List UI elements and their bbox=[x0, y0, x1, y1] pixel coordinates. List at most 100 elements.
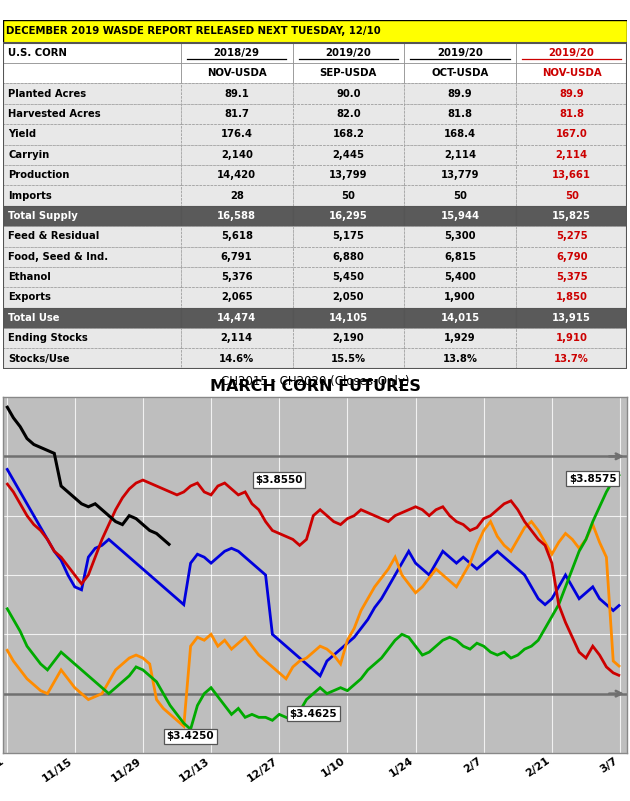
Text: Planted Acres: Planted Acres bbox=[8, 89, 86, 99]
Text: SEP-USDA: SEP-USDA bbox=[319, 68, 377, 78]
Bar bbox=[181, 288, 292, 308]
Bar bbox=[292, 42, 404, 63]
Text: 16,295: 16,295 bbox=[329, 211, 368, 221]
Text: Harvested Acres: Harvested Acres bbox=[8, 109, 101, 119]
Bar bbox=[404, 226, 516, 247]
Text: 5,618: 5,618 bbox=[220, 231, 253, 241]
Text: 5,275: 5,275 bbox=[556, 231, 587, 241]
Bar bbox=[181, 328, 292, 348]
Bar bbox=[404, 206, 516, 226]
Text: 1,850: 1,850 bbox=[556, 292, 588, 303]
Text: Total Use: Total Use bbox=[8, 313, 60, 323]
Text: 13.8%: 13.8% bbox=[442, 353, 478, 364]
Text: 2,114: 2,114 bbox=[556, 150, 588, 160]
Bar bbox=[292, 63, 404, 83]
Text: 2,065: 2,065 bbox=[221, 292, 253, 303]
Text: $3.4250: $3.4250 bbox=[167, 731, 214, 742]
Text: 2,114: 2,114 bbox=[444, 150, 476, 160]
Text: 14,015: 14,015 bbox=[440, 313, 479, 323]
Bar bbox=[3, 247, 181, 267]
Bar bbox=[292, 83, 404, 104]
Text: 1,929: 1,929 bbox=[444, 333, 476, 344]
Text: OCT-USDA: OCT-USDA bbox=[432, 68, 489, 78]
Text: NOV-USDA: NOV-USDA bbox=[542, 68, 602, 78]
Text: DECEMBER 2019 WASDE REPORT RELEASED NEXT TUESDAY, 12/10: DECEMBER 2019 WASDE REPORT RELEASED NEXT… bbox=[6, 26, 381, 36]
Bar bbox=[292, 308, 404, 328]
Text: 14.6%: 14.6% bbox=[219, 353, 255, 364]
Text: 81.8: 81.8 bbox=[447, 109, 472, 119]
Text: 13.7%: 13.7% bbox=[554, 353, 589, 364]
Text: Ending Stocks: Ending Stocks bbox=[8, 333, 88, 344]
Text: 2018/29: 2018/29 bbox=[214, 48, 260, 58]
Bar bbox=[404, 42, 516, 63]
Text: 50: 50 bbox=[341, 191, 355, 200]
Text: 15.5%: 15.5% bbox=[331, 353, 366, 364]
Bar bbox=[181, 165, 292, 185]
Text: 1,900: 1,900 bbox=[444, 292, 476, 303]
Text: 90.0: 90.0 bbox=[336, 89, 360, 99]
Bar bbox=[181, 185, 292, 206]
Bar bbox=[181, 104, 292, 124]
Text: 14,420: 14,420 bbox=[217, 170, 256, 180]
Text: Yield: Yield bbox=[8, 130, 37, 139]
Text: 2,190: 2,190 bbox=[333, 333, 364, 344]
Bar bbox=[292, 165, 404, 185]
Text: Total Supply: Total Supply bbox=[8, 211, 78, 221]
Text: 14,105: 14,105 bbox=[329, 313, 368, 323]
Bar bbox=[3, 206, 181, 226]
Bar bbox=[181, 308, 292, 328]
Bar bbox=[516, 288, 627, 308]
Bar bbox=[3, 226, 181, 247]
Bar bbox=[292, 206, 404, 226]
Bar bbox=[516, 124, 627, 145]
Text: $3.4625: $3.4625 bbox=[289, 709, 337, 718]
Bar bbox=[516, 145, 627, 165]
Text: 5,300: 5,300 bbox=[444, 231, 476, 241]
Bar bbox=[516, 308, 627, 328]
Text: 168.4: 168.4 bbox=[444, 130, 476, 139]
Bar bbox=[516, 42, 627, 63]
Bar bbox=[404, 63, 516, 83]
Text: 28: 28 bbox=[230, 191, 244, 200]
Text: 6,815: 6,815 bbox=[444, 252, 476, 262]
Bar bbox=[516, 206, 627, 226]
Bar bbox=[3, 267, 181, 288]
Bar bbox=[516, 226, 627, 247]
Text: 5,375: 5,375 bbox=[556, 272, 587, 282]
Bar bbox=[3, 104, 181, 124]
Bar bbox=[404, 124, 516, 145]
Bar bbox=[404, 145, 516, 165]
Text: 168.2: 168.2 bbox=[333, 130, 364, 139]
Bar bbox=[181, 267, 292, 288]
Text: Exports: Exports bbox=[8, 292, 51, 303]
Text: 13,661: 13,661 bbox=[552, 170, 591, 180]
Text: Ethanol: Ethanol bbox=[8, 272, 51, 282]
Text: 82.0: 82.0 bbox=[336, 109, 361, 119]
Text: 16,588: 16,588 bbox=[217, 211, 256, 221]
Text: 2019/20: 2019/20 bbox=[326, 48, 371, 58]
Bar bbox=[292, 226, 404, 247]
Text: 2019/20: 2019/20 bbox=[437, 48, 483, 58]
Bar bbox=[516, 83, 627, 104]
Bar bbox=[516, 104, 627, 124]
Bar bbox=[181, 145, 292, 165]
Text: 13,779: 13,779 bbox=[441, 170, 479, 180]
Text: Imports: Imports bbox=[8, 191, 52, 200]
Bar bbox=[3, 145, 181, 165]
Bar bbox=[516, 63, 627, 83]
Text: 167.0: 167.0 bbox=[556, 130, 588, 139]
Bar bbox=[3, 83, 181, 104]
Text: 89.9: 89.9 bbox=[559, 89, 584, 99]
Bar bbox=[292, 328, 404, 348]
Bar bbox=[181, 348, 292, 368]
Text: 5,175: 5,175 bbox=[333, 231, 364, 241]
Text: 5,400: 5,400 bbox=[444, 272, 476, 282]
Text: 50: 50 bbox=[564, 191, 578, 200]
Text: 13,799: 13,799 bbox=[329, 170, 368, 180]
Bar bbox=[181, 63, 292, 83]
Text: 15,825: 15,825 bbox=[553, 211, 591, 221]
Text: NOV-USDA: NOV-USDA bbox=[207, 68, 266, 78]
Text: 15,944: 15,944 bbox=[440, 211, 479, 221]
Bar bbox=[3, 308, 181, 328]
Bar bbox=[404, 104, 516, 124]
